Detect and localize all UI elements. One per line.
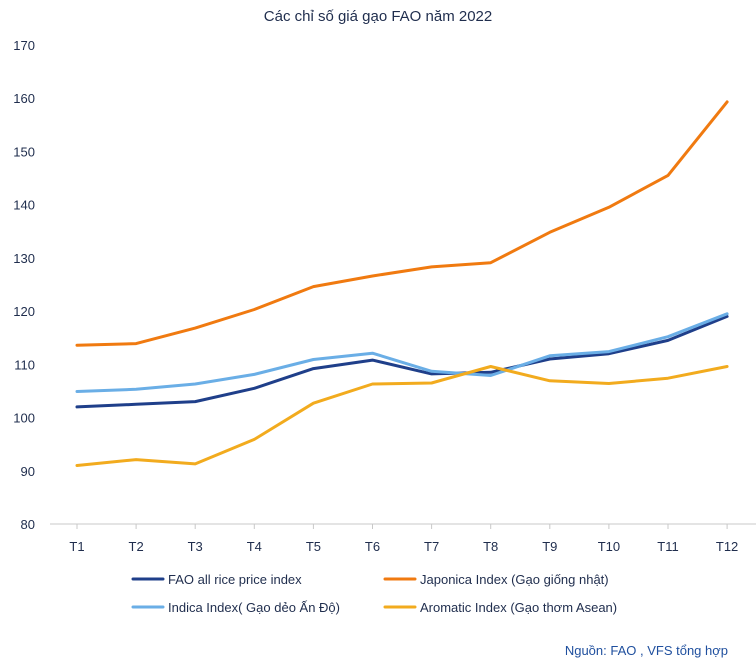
y-tick-label: 130 — [13, 251, 35, 266]
x-tick-label: T6 — [365, 539, 380, 554]
y-tick-label: 170 — [13, 38, 35, 53]
y-tick-label: 120 — [13, 304, 35, 319]
x-tick-label: T12 — [716, 539, 738, 554]
legend-label: FAO all rice price index — [168, 572, 302, 587]
chart-title: Các chỉ số giá gạo FAO năm 2022 — [264, 8, 492, 25]
x-tick-label: T3 — [188, 539, 203, 554]
x-tick-label: T2 — [129, 539, 144, 554]
legend: FAO all rice price index Japonica Index (… — [131, 572, 617, 615]
y-tick-label: 160 — [13, 91, 35, 106]
legend-label: Japonica Index (Gạo giống nhật) — [420, 572, 609, 587]
x-tick-label: T4 — [247, 539, 262, 554]
x-tick-label: T5 — [306, 539, 321, 554]
x-tick-label: T9 — [542, 539, 557, 554]
y-tick-label: 100 — [13, 411, 35, 426]
x-axis: T1 T2 T3 T4 T5 T6 T7 T8 T9 T10 T11 T12 — [69, 524, 738, 554]
y-tick-label: 90 — [21, 464, 35, 479]
x-tick-label: T10 — [598, 539, 620, 554]
legend-label: Aromatic Index (Gạo thơm Asean) — [420, 600, 617, 615]
x-tick-label: T8 — [483, 539, 498, 554]
source-note: Nguồn: FAO , VFS tổng hợp — [565, 643, 728, 658]
legend-label: Indica Index( Gạo dẻo Ấn Độ) — [168, 600, 340, 615]
series-line-4 — [75, 365, 729, 467]
y-tick-label: 150 — [13, 144, 35, 159]
x-tick-label: T11 — [657, 539, 678, 554]
x-tick-label: T1 — [69, 539, 84, 554]
series-line-2 — [75, 100, 729, 347]
series-line-3 — [75, 312, 729, 393]
plot-area — [75, 100, 729, 467]
series-line-1 — [75, 314, 729, 409]
y-tick-label: 80 — [21, 517, 35, 532]
x-tick-label: T7 — [424, 539, 439, 554]
y-axis: 80 90 100 110 120 130 140 150 160 170 — [13, 38, 35, 532]
y-tick-label: 110 — [14, 357, 35, 372]
y-tick-label: 140 — [13, 198, 35, 213]
